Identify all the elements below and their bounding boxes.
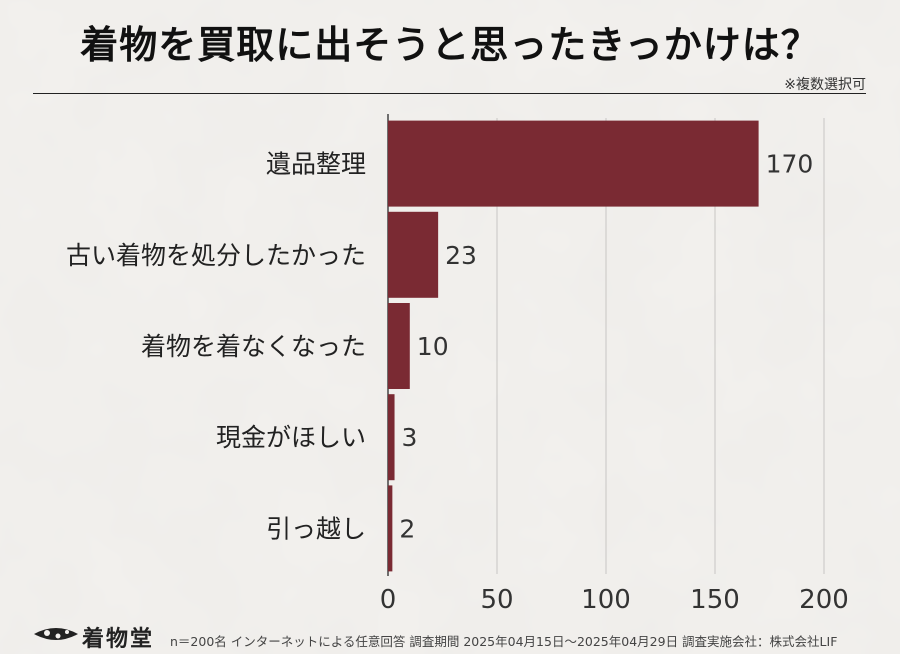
- value-label: 10: [417, 332, 449, 361]
- bar: [388, 485, 393, 572]
- x-tick-label: 0: [380, 585, 397, 615]
- bar: [388, 394, 395, 481]
- x-tick-label: 200: [799, 585, 849, 615]
- category-label: 着物を着なくなった: [141, 332, 366, 361]
- category-label: 遺品整理: [266, 150, 366, 179]
- bar: [388, 120, 759, 207]
- logo-brand-name: 着物堂: [82, 626, 155, 652]
- category-label: 引っ越し: [266, 514, 366, 543]
- chart-title: 着物を買取に出そうと思ったきっかけは？: [80, 23, 820, 67]
- category-label: 古い着物を処分したかった: [66, 241, 366, 270]
- value-label: 23: [445, 241, 477, 270]
- value-label: 3: [402, 423, 418, 452]
- value-label: 170: [766, 150, 814, 179]
- bar: [388, 211, 439, 298]
- kimono-logo-icon: [34, 628, 78, 640]
- multiple-choice-note: ※複数選択可: [784, 77, 866, 93]
- x-tick-label: 100: [581, 585, 631, 615]
- survey-footnote: n＝200名 インターネットによる任意回答 調査期間 2025年04月15日〜2…: [170, 634, 838, 649]
- bar: [388, 303, 410, 389]
- x-tick-label: 50: [480, 585, 513, 615]
- value-label: 2: [399, 514, 415, 543]
- x-tick-label: 150: [690, 585, 740, 615]
- title-divider: [33, 93, 866, 94]
- category-label: 現金がほしい: [216, 423, 366, 452]
